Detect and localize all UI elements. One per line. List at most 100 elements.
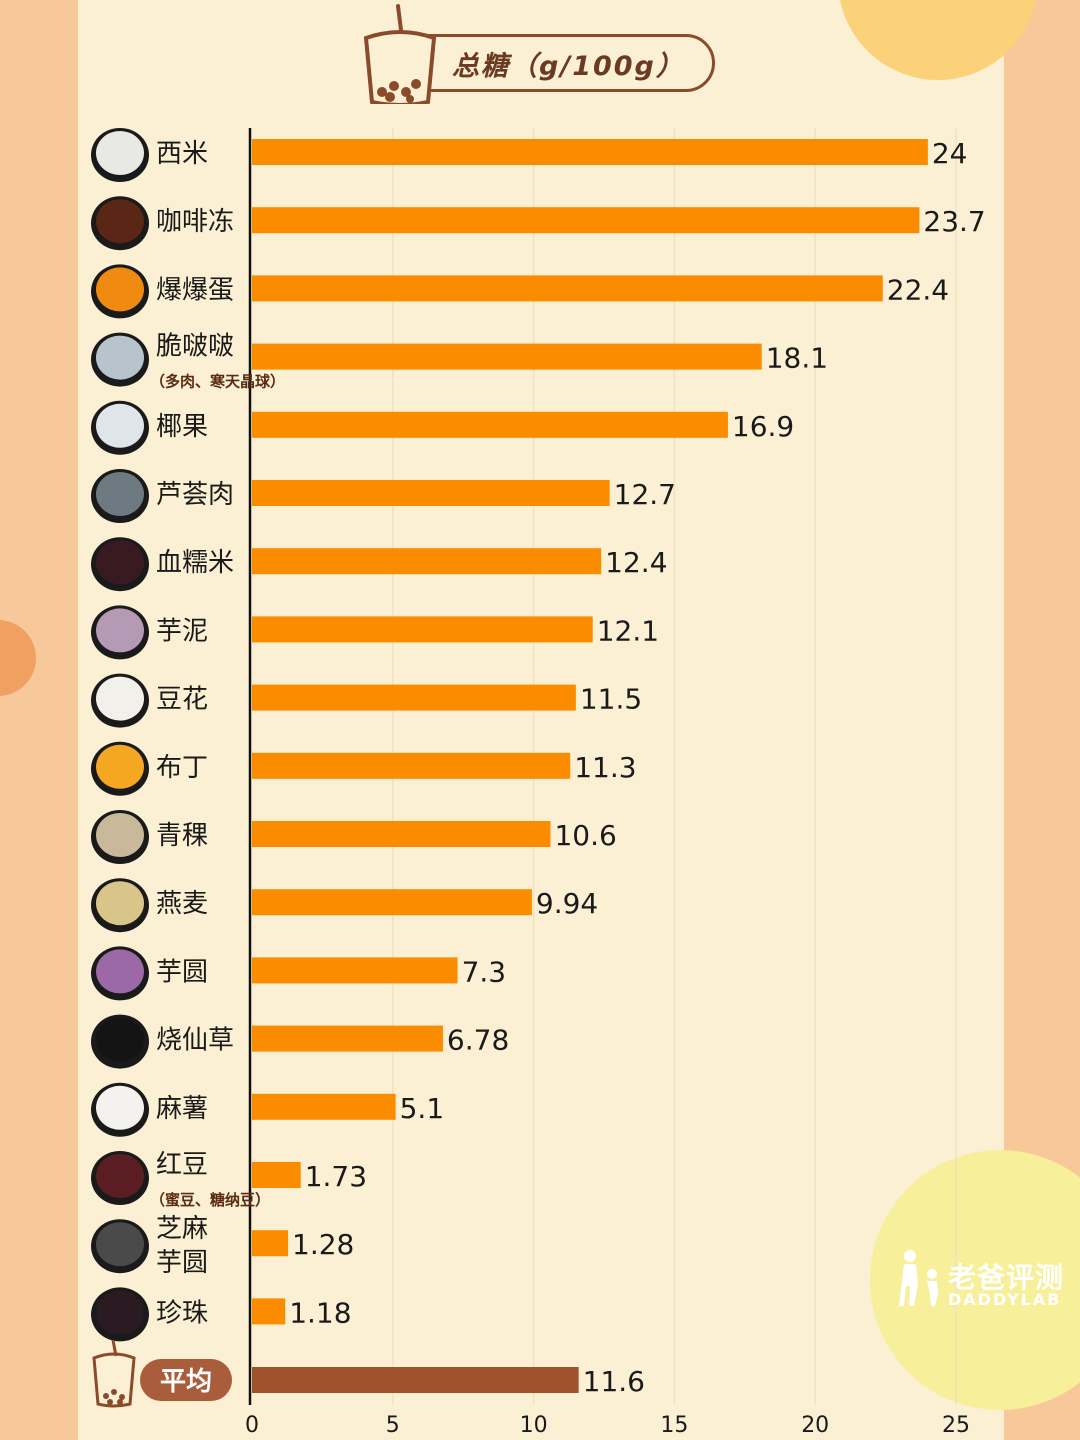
value-label: 5.1	[400, 1092, 445, 1125]
value-label: 16.9	[732, 410, 794, 443]
average-bar	[252, 1367, 579, 1393]
bar	[252, 1162, 301, 1188]
value-label: 23.7	[923, 205, 985, 238]
bar	[252, 752, 571, 779]
category-label: 青稞	[156, 821, 208, 851]
value-label: 18.1	[766, 342, 828, 375]
bar	[252, 548, 602, 575]
category-label: 珍珠	[156, 1298, 208, 1328]
category-label: 芝麻	[156, 1214, 208, 1244]
food-thumbnail	[96, 131, 144, 175]
average-value-label: 11.6	[583, 1365, 645, 1398]
pearl-dot	[119, 1394, 125, 1400]
value-label: 12.4	[605, 546, 667, 579]
food-thumbnail	[96, 1154, 144, 1198]
value-label: 1.28	[292, 1228, 354, 1261]
food-thumbnail	[96, 813, 144, 857]
food-thumbnail	[96, 335, 144, 380]
average-label: 平均	[160, 1367, 212, 1397]
food-thumbnail	[96, 267, 144, 312]
value-label: 11.5	[580, 683, 642, 716]
bar	[252, 1093, 396, 1120]
category-label: 芋泥	[156, 616, 208, 646]
value-label: 22.4	[887, 273, 949, 306]
bar	[252, 207, 920, 234]
value-label: 11.3	[574, 751, 636, 784]
value-label: 6.78	[447, 1024, 509, 1057]
chart-panel	[78, 0, 1004, 1440]
category-label-line2: 芋圆	[156, 1248, 208, 1278]
average-cup-icon	[92, 1352, 136, 1408]
value-label: 24	[932, 137, 968, 170]
category-label: 血糯米	[156, 548, 234, 578]
food-thumbnail	[96, 949, 144, 994]
chart-title: 总糖（g/100g）	[452, 51, 685, 82]
x-tick-label: 0	[245, 1413, 259, 1438]
value-label: 10.6	[554, 819, 616, 852]
title-pill	[395, 34, 715, 92]
food-thumbnail	[96, 608, 144, 653]
bar	[252, 1230, 289, 1257]
category-sublabel: （蜜豆、糖纳豆）	[150, 1191, 270, 1209]
bar	[252, 1025, 443, 1052]
value-label: 9.94	[536, 887, 598, 920]
bar	[252, 957, 458, 984]
category-label: 红豆	[156, 1150, 208, 1180]
brand-name: 老爸评测	[948, 1261, 1065, 1294]
bar	[252, 821, 551, 847]
category-label: 布丁	[156, 753, 208, 783]
food-thumbnail	[96, 472, 144, 516]
brand-name-en: DADDYLAB	[948, 1290, 1062, 1309]
value-label: 1.73	[305, 1160, 367, 1193]
pearl-dot	[111, 1389, 117, 1395]
category-label: 烧仙草	[156, 1026, 234, 1056]
food-thumbnail	[96, 1222, 144, 1267]
x-tick-label: 15	[660, 1413, 688, 1438]
food-thumbnail	[96, 540, 144, 585]
category-label: 燕麦	[156, 889, 208, 919]
bar	[252, 1298, 286, 1325]
food-thumbnail	[96, 1085, 144, 1130]
value-label: 12.1	[597, 614, 659, 647]
bar	[252, 616, 593, 643]
category-label: 芋圆	[156, 957, 208, 987]
bar	[252, 889, 532, 916]
bar	[252, 411, 728, 438]
average-cup-straw	[111, 1339, 118, 1357]
category-label: 椰果	[156, 412, 208, 442]
bar	[252, 275, 883, 302]
food-thumbnail	[96, 881, 144, 926]
x-tick-label: 25	[942, 1413, 970, 1438]
x-tick-label: 5	[386, 1413, 400, 1438]
category-label: 西米	[156, 139, 208, 169]
pearl-dot	[117, 1399, 123, 1405]
value-label: 7.3	[462, 955, 507, 988]
food-thumbnail	[96, 403, 144, 448]
food-thumbnail	[96, 199, 144, 244]
average-pill	[140, 1359, 232, 1401]
category-label: 脆啵啵	[156, 332, 234, 362]
category-label: 芦荟肉	[156, 480, 234, 510]
parent-child-logo-icon	[899, 1250, 938, 1306]
bar	[252, 139, 928, 165]
bar	[252, 343, 762, 370]
food-thumbnail	[96, 1017, 144, 1062]
category-label: 爆爆蛋	[156, 275, 234, 305]
food-thumbnail	[96, 744, 144, 789]
value-label: 12.7	[614, 478, 676, 511]
value-label: 1.18	[289, 1296, 351, 1329]
pearl-dot	[103, 1393, 109, 1399]
x-tick-label: 10	[520, 1413, 548, 1438]
category-sublabel: （多肉、寒天晶球）	[150, 373, 285, 391]
bubble-tea-cup-icon	[363, 4, 437, 104]
category-label: 咖啡冻	[156, 207, 234, 237]
x-tick-label: 20	[801, 1413, 829, 1438]
food-thumbnail	[96, 1290, 144, 1335]
food-thumbnail	[96, 676, 144, 721]
bar	[252, 480, 610, 506]
category-label: 麻薯	[156, 1094, 208, 1124]
bar	[252, 684, 576, 711]
category-label: 豆花	[156, 685, 208, 715]
pearl-dot	[107, 1399, 113, 1405]
